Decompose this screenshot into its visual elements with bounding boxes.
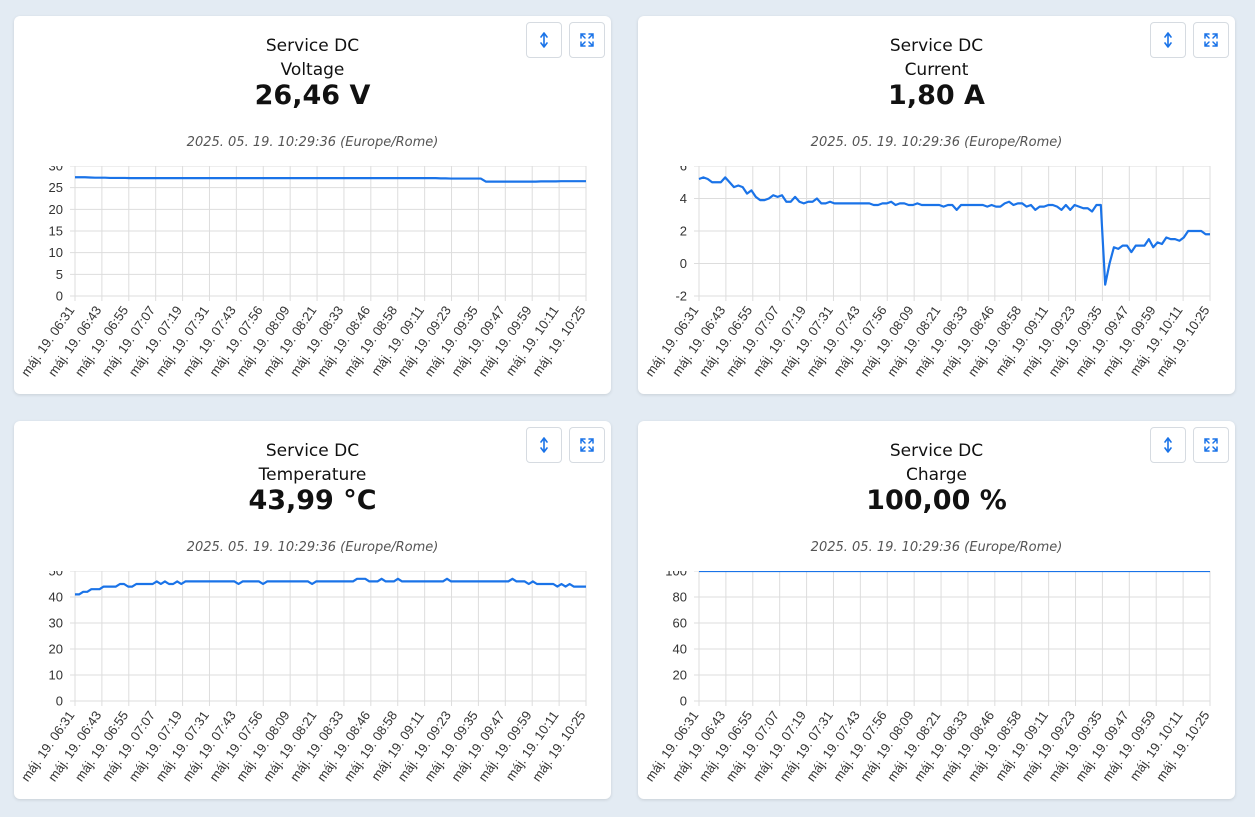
current-value: 26,46 V <box>254 80 371 111</box>
temperature-card: Service DC Temperature 43,99 °C 2025. 05… <box>14 421 611 799</box>
card-title: Service DC Current <box>638 34 1235 82</box>
y-tick-label: 60 <box>673 616 687 631</box>
sort-vertical-icon <box>540 32 548 48</box>
expand-button[interactable] <box>1193 22 1229 58</box>
y-tick-label: 0 <box>680 256 687 271</box>
series-line <box>75 577 586 596</box>
card-title-line1: Service DC <box>889 441 984 461</box>
sort-button[interactable] <box>526 427 562 463</box>
expand-icon <box>1204 33 1218 47</box>
sort-button[interactable] <box>1150 22 1186 58</box>
current-card: Service DC Current 1,80 A 2025. 05. 19. … <box>638 16 1235 394</box>
card-title-line2: Charge <box>905 465 967 485</box>
y-tick-label: 0 <box>680 694 687 709</box>
y-tick-label: 15 <box>49 224 63 239</box>
voltage-card: Service DC Voltage 26,46 V 2025. 05. 19.… <box>14 16 611 394</box>
y-tick-label: 6 <box>680 166 687 174</box>
sort-vertical-icon <box>540 437 548 453</box>
sort-button[interactable] <box>526 22 562 58</box>
card-title-line1: Service DC <box>265 36 360 56</box>
timestamp: 2025. 05. 19. 10:29:36 (Europe/Rome) <box>186 135 439 150</box>
card-title-line2: Temperature <box>258 465 367 485</box>
y-tick-label: -2 <box>675 289 687 304</box>
card-title: Service DC Temperature <box>14 439 611 487</box>
card-title-line1: Service DC <box>265 441 360 461</box>
expand-button[interactable] <box>569 22 605 58</box>
y-tick-label: 0 <box>56 694 63 709</box>
sort-button[interactable] <box>1150 427 1186 463</box>
sort-vertical-icon <box>1164 32 1172 48</box>
card-title-line1: Service DC <box>889 36 984 56</box>
y-tick-label: 5 <box>56 267 63 282</box>
y-tick-label: 4 <box>680 191 687 206</box>
timestamp: 2025. 05. 19. 10:29:36 (Europe/Rome) <box>810 135 1063 150</box>
y-tick-label: 20 <box>49 642 63 657</box>
card-title: Service DC Charge <box>638 439 1235 487</box>
y-tick-label: 100 <box>665 571 687 579</box>
y-tick-label: 10 <box>49 245 63 260</box>
current-value: 100,00 % <box>866 485 1007 516</box>
card-title-line2: Voltage <box>280 60 345 80</box>
expand-icon <box>580 33 594 47</box>
timestamp: 2025. 05. 19. 10:29:36 (Europe/Rome) <box>186 540 439 555</box>
expand-button[interactable] <box>569 427 605 463</box>
current-value: 1,80 A <box>888 80 985 111</box>
expand-button[interactable] <box>1193 427 1229 463</box>
series-line <box>698 176 1210 286</box>
y-tick-label: 40 <box>49 590 63 605</box>
y-tick-label: 10 <box>49 668 63 683</box>
y-tick-label: 20 <box>673 668 687 683</box>
y-tick-label: 2 <box>680 224 687 239</box>
y-tick-label: 25 <box>49 180 63 195</box>
expand-icon <box>1204 438 1218 452</box>
series-line <box>75 176 586 183</box>
y-tick-label: 40 <box>673 642 687 657</box>
y-tick-label: 30 <box>49 166 63 174</box>
y-tick-label: 0 <box>56 289 63 304</box>
card-title: Service DC Voltage <box>14 34 611 82</box>
expand-icon <box>580 438 594 452</box>
y-tick-label: 30 <box>49 616 63 631</box>
card-title-line2: Current <box>904 60 969 80</box>
y-tick-label: 50 <box>49 571 63 579</box>
y-tick-label: 20 <box>49 202 63 217</box>
sort-vertical-icon <box>1164 437 1172 453</box>
charge-card: Service DC Charge 100,00 % 2025. 05. 19.… <box>638 421 1235 799</box>
timestamp: 2025. 05. 19. 10:29:36 (Europe/Rome) <box>810 540 1063 555</box>
y-tick-label: 80 <box>673 590 687 605</box>
current-value: 43,99 °C <box>248 485 377 516</box>
